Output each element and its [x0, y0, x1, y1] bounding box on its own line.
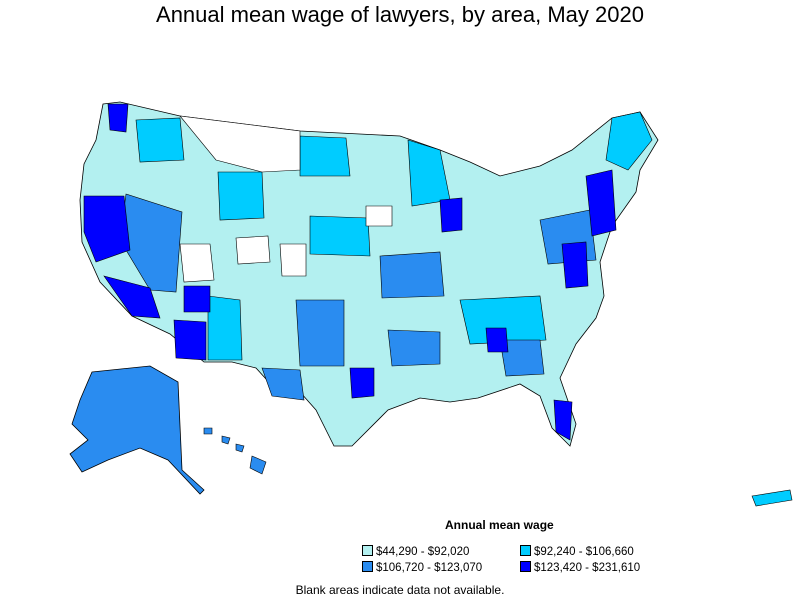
region-houston	[349, 367, 375, 399]
legend-swatch-4	[520, 561, 531, 572]
legend-item-2: $92,240 - $106,660	[520, 545, 634, 558]
region-arizona	[207, 295, 243, 361]
region-central-plains	[309, 215, 371, 257]
region-group-106k-123k	[119, 193, 597, 401]
region-new-england	[605, 111, 653, 171]
hawaii-shape	[203, 427, 267, 475]
region-northern-plains	[299, 135, 351, 177]
region-mountain-west	[217, 171, 265, 221]
region-southern-california	[103, 275, 161, 319]
region-southern-arizona	[173, 319, 207, 361]
no-data-areas	[179, 115, 393, 283]
legend-swatch-1	[362, 545, 373, 556]
region-northern-california	[83, 195, 131, 263]
region-atlanta	[485, 327, 509, 353]
region-pacific-northwest	[135, 117, 185, 163]
region-group-92k-106k	[135, 111, 653, 361]
region-northeast-corridor	[585, 169, 617, 237]
footnote: Blank areas indicate data not available.	[295, 583, 505, 597]
legend-label-2: $92,240 - $106,660	[534, 546, 634, 558]
alaska-shape	[69, 365, 205, 495]
region-seattle	[107, 103, 129, 133]
legend-item-3: $106,720 - $123,070	[362, 561, 482, 574]
blank-area-nebraska	[279, 243, 307, 277]
legend-label-3: $106,720 - $123,070	[376, 562, 483, 574]
legend-item-4: $123,420 - $231,610	[520, 561, 640, 574]
region-gulf-coast	[387, 329, 441, 367]
legend-label-4: $123,420 - $231,610	[534, 562, 641, 574]
region-southeast	[459, 295, 547, 345]
region-chicago	[439, 197, 463, 233]
legend-item-1: $44,290 - $92,020	[362, 545, 469, 558]
legend-title: Annual mean wage	[445, 518, 554, 532]
map-title: Annual mean wage of lawyers, by area, Ma…	[156, 2, 644, 27]
region-group-123k-231k	[83, 103, 617, 441]
region-colorado-front-range	[183, 285, 211, 313]
legend-label-1: $44,290 - $92,020	[376, 546, 470, 558]
region-great-lakes	[407, 139, 451, 207]
region-midwest	[379, 251, 445, 299]
region-south-florida	[553, 399, 573, 441]
region-dc-area	[561, 241, 589, 289]
blank-area-wyoming	[235, 235, 271, 265]
region-west-texas	[261, 367, 305, 401]
blank-area-minnesota	[365, 205, 393, 227]
region-texas-panhandle	[295, 299, 345, 367]
blank-area-utah	[179, 243, 215, 283]
puerto-rico-shape	[751, 489, 793, 507]
blank-area-montana	[179, 115, 301, 173]
legend-swatch-3	[362, 561, 373, 572]
region-georgia	[499, 339, 545, 377]
legend-swatch-2	[520, 545, 531, 556]
